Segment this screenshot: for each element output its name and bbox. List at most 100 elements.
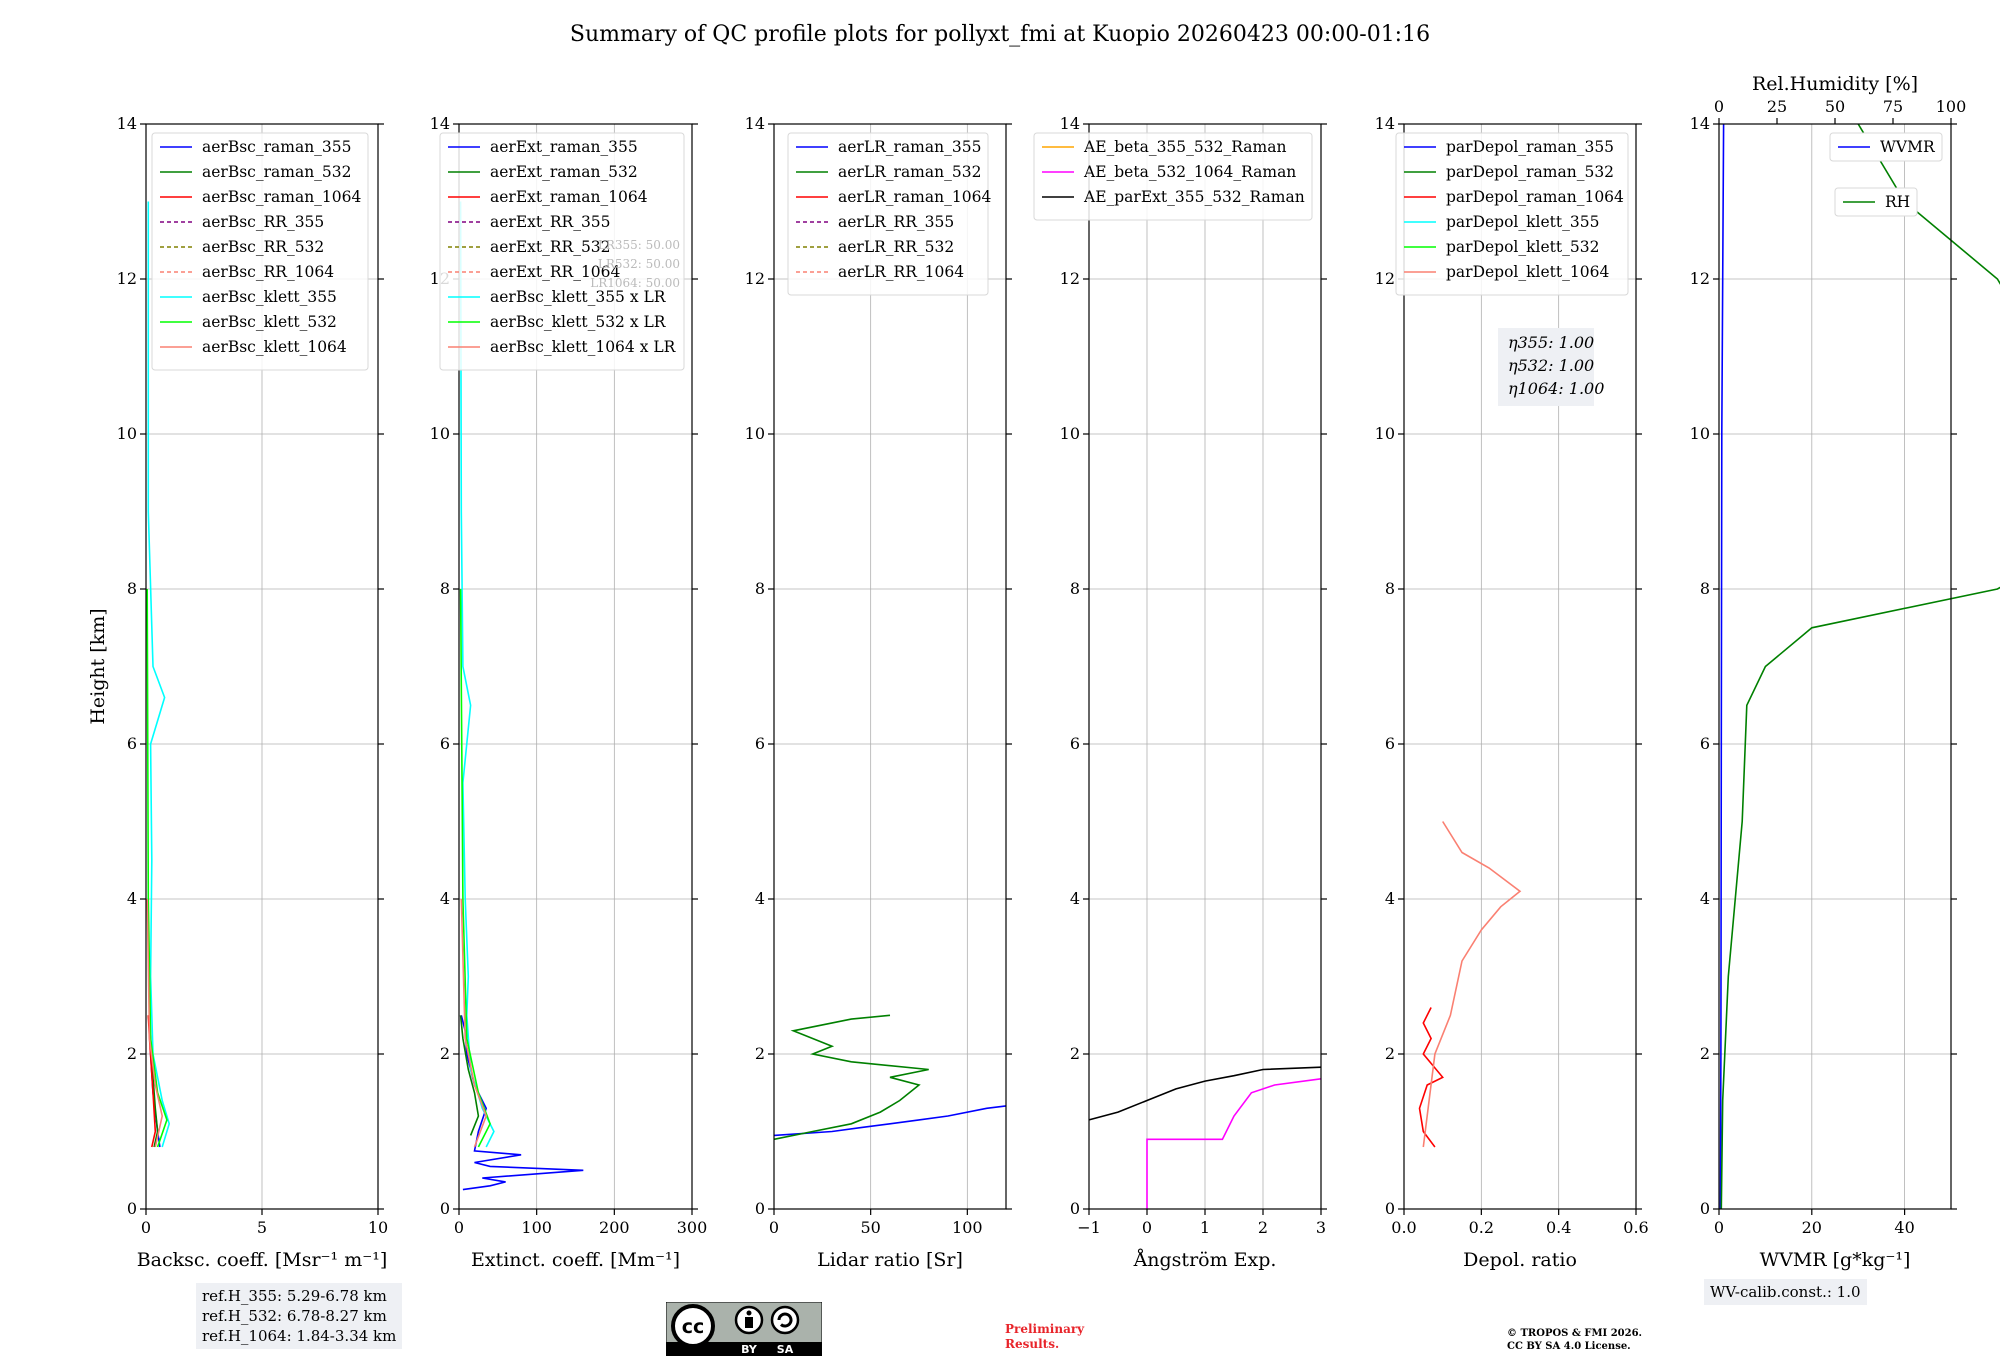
y-tick-label: 6 [1070,734,1080,753]
x-tick-label: 2 [1258,1218,1268,1237]
axes-frame [773,123,1007,1210]
x-tick-label: 50 [860,1218,880,1237]
legend-box [1829,132,1943,162]
legend-box [1033,132,1313,221]
x-tick-label: 10 [368,1218,388,1237]
y-tick-label: 8 [1385,579,1395,598]
panel-lidar_ratio: 0 2 4 6 8 10 12 14 0 50 100 Lidar ratio [Sr] aerLR_r… [745,114,1012,1271]
x-axis-label: WVMR [g*kg⁻¹] [1760,1249,1911,1271]
legend-box [439,132,685,371]
y-tick-label: 12 [117,269,137,288]
y-tick-label: 2 [1070,1044,1080,1063]
x2-tick-label: 75 [1883,97,1903,116]
legend-entry: aerBsc_klett_532 [202,313,337,331]
y-tick-label: 10 [1690,424,1710,443]
x2-tick-label: 100 [1936,97,1967,116]
y-tick-label: 8 [1070,579,1080,598]
x-axis-label: Lidar ratio [Sr] [817,1249,963,1271]
lr-annotation: LR355: 50.00 [598,238,680,252]
x-tick-label: −1 [1077,1218,1101,1237]
series-AE_parExt_355_532_Raman [1088,1066,1322,1121]
y-tick-label: 4 [755,889,765,908]
legend-entry: aerBsc_klett_1064 [202,338,347,356]
legend-box [1834,187,1918,217]
legend-entry: parDepol_raman_355 [1446,138,1614,156]
x-tick-label: 40 [1894,1218,1914,1237]
x-tick-label: 0.2 [1469,1218,1494,1237]
y-tick-label: 6 [127,734,137,753]
y-tick-label: 4 [127,889,137,908]
x2-tick-label: 0 [1714,97,1724,116]
x2-tick-label: 25 [1767,97,1787,116]
legend-entry: aerLR_RR_532 [838,238,954,256]
y-tick-label: 10 [1375,424,1395,443]
y-tick-label: 10 [1060,424,1080,443]
x2-axis-label: Rel.Humidity [%] [1752,73,1918,95]
y-tick-label: 10 [745,424,765,443]
x-tick-label: 0.6 [1623,1218,1648,1237]
legend: WVMR RH [1829,132,1943,217]
x-tick-label: 200 [599,1218,630,1237]
legend-entry: aerExt_RR_355 [490,213,611,231]
ref-heights-box: ref.H_355: 5.29-6.78 km ref.H_532: 6.78-… [196,1283,403,1349]
copyright-note: © TROPOS & FMI 2026. CC BY SA 4.0 Licens… [1507,1327,1642,1353]
x-tick-label: 0 [454,1218,464,1237]
y-tick-label: 8 [440,579,450,598]
legend: aerBsc_raman_355 aerBsc_raman_532 aerBsc_r… [151,132,369,371]
legend-entry: RH [1885,193,1910,211]
eta-annotation: η355: 1.00 [1508,333,1594,352]
y-tick-label: 10 [117,424,137,443]
x-tick-label: 0 [1142,1218,1152,1237]
axes-frame [1718,123,1952,1210]
lr-annotation: LR532: 50.00 [598,257,680,271]
x-axis-label: Depol. ratio [1463,1249,1577,1271]
y-tick-label: 0 [755,1199,765,1218]
figure-title: Summary of QC profile plots for pollyxt_… [569,22,1431,47]
lr-annotation: LR1064: 50.00 [590,276,680,290]
svg-text:cc: cc [682,1316,705,1338]
legend-entry: aerExt_raman_1064 [490,188,648,206]
series-parDepol_raman_1064 [1418,1007,1444,1148]
y-tick-label: 12 [1690,269,1710,288]
legend-entry: aerLR_RR_1064 [838,263,964,281]
y-tick-label: 2 [1700,1044,1710,1063]
x-tick-label: 0 [769,1218,779,1237]
wv-calib-box: WV-calib.const.: 1.0 [1704,1279,1867,1305]
y-tick-label: 2 [127,1044,137,1063]
legend-entry: AE_beta_532_1064_Raman [1083,163,1296,181]
legend-box [1395,132,1629,296]
y-tick-label: 12 [745,269,765,288]
y-tick-label: 4 [1070,889,1080,908]
y-tick-label: 8 [1700,579,1710,598]
series-parDepol_klett_1064 [1422,821,1522,1148]
legend-entry: aerExt_raman_355 [490,138,638,156]
x-tick-label: 300 [677,1218,708,1237]
y-tick-label: 12 [1375,269,1395,288]
copyright-line-1: © TROPOS & FMI 2026. [1507,1328,1643,1339]
y-tick-label: 0 [440,1199,450,1218]
legend-box [787,132,989,296]
y-tick-label: 0 [1700,1199,1710,1218]
y-tick-label: 4 [440,889,450,908]
x2-tick-label: 50 [1825,97,1845,116]
y-tick-label: 6 [1385,734,1395,753]
legend-entry: parDepol_klett_532 [1446,238,1599,256]
y-tick-label: 8 [127,579,137,598]
y-tick-label: 2 [755,1044,765,1063]
preliminary-line-2: Results. [1005,1337,1060,1351]
series-aerBsc_klett_532 x LR [459,588,491,1148]
legend-entry: aerBsc_RR_532 [202,238,324,256]
series-aerBsc_klett_355 [147,201,171,1148]
x-tick-label: 3 [1316,1218,1326,1237]
share-alike-icon [770,1305,800,1335]
x-axis-label: Backsc. coeff. [Msr⁻¹ m⁻¹] [137,1249,388,1271]
eta-box [1498,328,1594,406]
legend-entry: aerBsc_RR_355 [202,213,324,231]
y-tick-label: 4 [1385,889,1395,908]
y-tick-label: 0 [1070,1199,1080,1218]
cc-sa-label: SA [777,1343,794,1356]
copyright-line-2: CC BY SA 4.0 License. [1507,1341,1631,1352]
